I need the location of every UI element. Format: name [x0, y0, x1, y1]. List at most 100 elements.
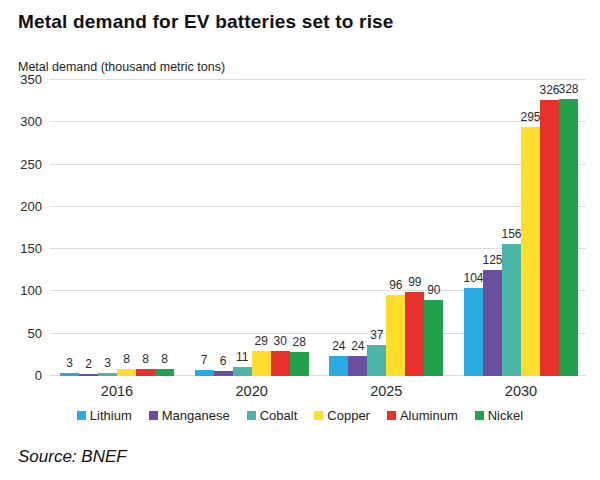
bar	[348, 356, 367, 376]
legend-label: Nickel	[488, 408, 523, 423]
bar-manganese-2020: 6	[214, 371, 233, 376]
bar-value-label: 90	[427, 283, 440, 297]
bar-value-label: 30	[273, 334, 286, 348]
legend-label: Cobalt	[260, 408, 298, 423]
bar-aluminum-2030: 326	[540, 100, 559, 376]
bar-cobalt-2020: 11	[233, 367, 252, 376]
bar-lithium-2020: 7	[195, 370, 214, 376]
bar-copper-2020: 29	[252, 351, 271, 376]
legend-item-cobalt: Cobalt	[247, 408, 298, 423]
legend-swatch-icon	[314, 411, 323, 420]
bar-value-label: 8	[161, 352, 168, 366]
bar	[367, 345, 386, 376]
plot-area: 3238882016761129302820202424379699902025…	[50, 80, 586, 376]
bar	[386, 295, 405, 376]
y-tick-label: 200	[20, 199, 42, 214]
bar	[540, 100, 559, 376]
bar-value-label: 11	[236, 350, 248, 364]
bar-copper-2025: 96	[386, 295, 405, 376]
bar-value-label: 104	[463, 271, 483, 285]
bar-copper-2030: 295	[521, 127, 540, 376]
source-text: Source: BNEF	[18, 447, 600, 467]
bar-value-label: 8	[123, 352, 130, 366]
bar-manganese-2016: 2	[79, 374, 98, 376]
bar-nickel-2020: 28	[290, 352, 309, 376]
y-tick-label: 300	[20, 114, 42, 129]
legend-item-aluminum: Aluminum	[387, 408, 458, 423]
y-axis-title: Metal demand (thousand metric tons)	[18, 60, 600, 74]
y-tick-label: 150	[20, 241, 42, 256]
bar-value-label: 2	[85, 357, 92, 371]
x-tick-label: 2030	[464, 383, 578, 399]
y-tick-label: 250	[20, 157, 42, 172]
bar-lithium-2030: 104	[464, 288, 483, 376]
bar-value-label: 28	[292, 335, 305, 349]
chart-page: Metal demand for EV batteries set to ris…	[0, 0, 600, 480]
bar-lithium-2025: 24	[329, 356, 348, 376]
bar-nickel-2016: 8	[155, 369, 174, 376]
x-tick-label: 2025	[329, 383, 443, 399]
chart-title: Metal demand for EV batteries set to ris…	[0, 0, 600, 33]
bar	[136, 369, 155, 376]
bar-groups: 3238882016761129302820202424379699902025…	[50, 80, 586, 376]
y-tick-label: 100	[20, 283, 42, 298]
x-tick-label: 2016	[60, 383, 174, 399]
bar-aluminum-2020: 30	[271, 351, 290, 376]
legend-swatch-icon	[247, 411, 256, 420]
bar-group-2016: 3238882016	[60, 369, 174, 376]
bar	[233, 367, 252, 376]
bar	[405, 292, 424, 376]
bar	[559, 99, 578, 376]
bar-value-label: 125	[482, 253, 502, 267]
bar-value-label: 8	[142, 352, 149, 366]
bar	[214, 371, 233, 376]
bar-nickel-2025: 90	[424, 300, 443, 376]
legend: Lithium Manganese Cobalt Copper Aluminum Nick…	[0, 408, 600, 423]
bar	[521, 127, 540, 376]
legend-item-nickel: Nickel	[475, 408, 523, 423]
legend-item-copper: Copper	[314, 408, 370, 423]
bar-value-label: 295	[520, 110, 540, 124]
bar	[329, 356, 348, 376]
bar-group-2020: 76112930282020	[195, 351, 309, 376]
bar	[60, 373, 79, 376]
bar	[290, 352, 309, 376]
legend-swatch-icon	[387, 411, 396, 420]
bar-copper-2016: 8	[117, 369, 136, 376]
bar-cobalt-2025: 37	[367, 345, 386, 376]
bar	[252, 351, 271, 376]
legend-swatch-icon	[149, 411, 158, 420]
y-tick-label: 350	[20, 72, 42, 87]
bar	[424, 300, 443, 376]
bar-value-label: 326	[539, 83, 559, 97]
bar-manganese-2025: 24	[348, 356, 367, 376]
bar-aluminum-2025: 99	[405, 292, 424, 376]
legend-label: Manganese	[162, 408, 230, 423]
bar-cobalt-2016: 3	[98, 373, 117, 376]
legend-swatch-icon	[475, 411, 484, 420]
bar-value-label: 3	[104, 356, 111, 370]
bar	[483, 270, 502, 376]
legend-label: Aluminum	[400, 408, 458, 423]
bar-chart: 050100150200250300350 323888201676112930…	[18, 80, 586, 376]
y-axis: 050100150200250300350	[18, 80, 50, 376]
bar-group-2025: 2424379699902025	[329, 292, 443, 376]
bar-value-label: 3	[66, 356, 73, 370]
bar	[271, 351, 290, 376]
bar-value-label: 24	[332, 339, 345, 353]
bar	[195, 370, 214, 376]
bar	[79, 374, 98, 376]
bar	[502, 244, 521, 376]
y-tick-label: 0	[35, 368, 42, 383]
legend-label: Lithium	[90, 408, 132, 423]
bar-value-label: 99	[408, 275, 421, 289]
bar-value-label: 37	[370, 328, 383, 342]
bar-value-label: 24	[351, 339, 364, 353]
bar-aluminum-2016: 8	[136, 369, 155, 376]
bar-manganese-2030: 125	[483, 270, 502, 376]
y-tick-label: 50	[28, 326, 42, 341]
legend-label: Copper	[327, 408, 370, 423]
legend-item-lithium: Lithium	[77, 408, 132, 423]
bar-value-label: 156	[501, 227, 521, 241]
bar-value-label: 96	[389, 278, 402, 292]
